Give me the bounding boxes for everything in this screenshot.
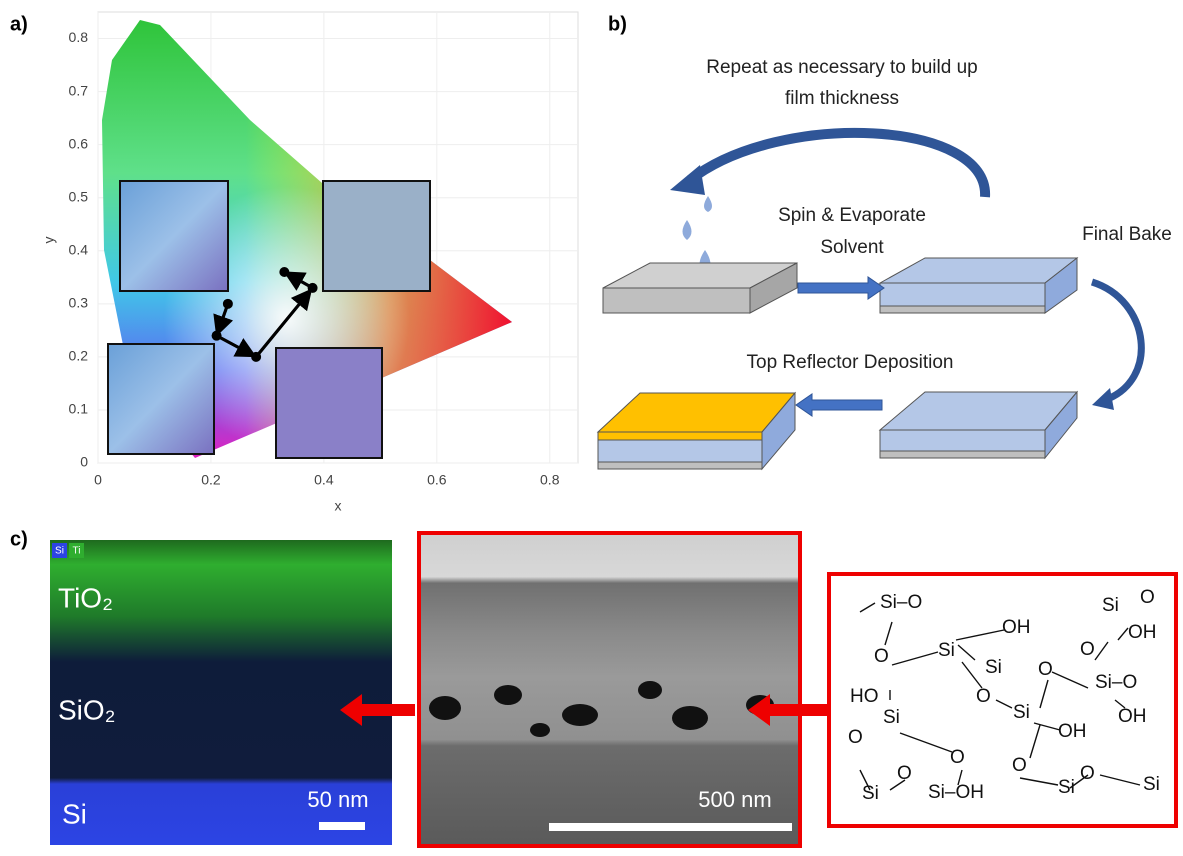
layer-label: Si bbox=[62, 798, 87, 829]
atom: Si bbox=[1102, 595, 1119, 616]
point bbox=[251, 352, 261, 362]
atom: HO bbox=[850, 686, 879, 707]
step-label: Spin & Evaporate bbox=[778, 205, 926, 226]
atom: Si bbox=[938, 640, 955, 661]
atom: O bbox=[848, 727, 863, 748]
step-arrows bbox=[796, 277, 884, 416]
point bbox=[223, 299, 233, 309]
y-tick-label: 0.5 bbox=[69, 188, 89, 204]
atom: OH bbox=[1058, 721, 1087, 742]
atom: Si–O bbox=[1095, 672, 1137, 693]
atom: Si bbox=[1058, 777, 1075, 798]
x-tick-label: 0.4 bbox=[314, 472, 334, 488]
y-tick-label: 0.7 bbox=[69, 82, 89, 98]
atom: O bbox=[950, 747, 965, 768]
atom: O bbox=[1080, 639, 1095, 660]
arrow-head bbox=[1092, 388, 1114, 410]
x-tick-label: 0.6 bbox=[427, 472, 447, 488]
step-label: Top Reflector Deposition bbox=[747, 352, 954, 373]
scale-label: 500 nm bbox=[698, 787, 771, 812]
y-tick-label: 0.1 bbox=[69, 401, 89, 417]
atom: O bbox=[874, 646, 889, 667]
point bbox=[212, 331, 222, 341]
atom: Si–O bbox=[880, 592, 922, 613]
panel-label: b) bbox=[608, 13, 627, 35]
point bbox=[308, 283, 318, 293]
y-axis-label: y bbox=[41, 237, 57, 244]
y-tick-label: 0.4 bbox=[69, 241, 89, 257]
x-axis-label: x bbox=[335, 498, 342, 514]
figure: a) 0 0.2 0.4 0.6 0.8 0 0.1 0.2 0.3 0.4 0.5 0.6 0.7 0.… bbox=[0, 0, 1183, 851]
y-tick-label: 0.8 bbox=[69, 29, 89, 45]
atom: O bbox=[1012, 755, 1027, 776]
atom: Si bbox=[862, 783, 879, 804]
legend-label: Si bbox=[55, 546, 64, 557]
note: Repeat as necessary to build up bbox=[706, 57, 977, 78]
x-tick-label: 0 bbox=[94, 472, 102, 488]
atom: O bbox=[1038, 659, 1053, 680]
x-tick-label: 0.8 bbox=[540, 472, 560, 488]
atom: Si bbox=[1143, 774, 1160, 795]
panel-label: c) bbox=[10, 528, 28, 550]
layer-label: TiO₂ bbox=[58, 582, 113, 613]
repeat-arrow bbox=[690, 133, 985, 197]
atom: O bbox=[976, 686, 991, 707]
scale-bar bbox=[549, 823, 792, 831]
y-tick-label: 0.2 bbox=[69, 348, 89, 364]
layer-label: SiO₂ bbox=[58, 694, 116, 725]
atom: O bbox=[1140, 587, 1155, 608]
y-tick-label: 0.3 bbox=[69, 295, 89, 311]
x-tick-label: 0.2 bbox=[201, 472, 221, 488]
y-tick-label: 0 bbox=[80, 454, 88, 470]
atom: Si–OH bbox=[928, 782, 984, 803]
scale-bar bbox=[319, 822, 365, 830]
y-tick-label: 0.6 bbox=[69, 135, 89, 151]
scale-label: 50 nm bbox=[307, 787, 368, 812]
atom: OH bbox=[1128, 622, 1157, 643]
atom: Si bbox=[985, 657, 1002, 678]
bake-arrow bbox=[1092, 282, 1141, 400]
step-label: Solvent bbox=[820, 237, 884, 258]
atom: Si bbox=[883, 707, 900, 728]
legend-label: Ti bbox=[73, 546, 81, 557]
atom: O bbox=[897, 763, 912, 784]
point bbox=[279, 267, 289, 277]
atom: Si bbox=[1013, 702, 1030, 723]
arrow-head bbox=[670, 165, 705, 195]
atom: O bbox=[1080, 763, 1095, 784]
atom: OH bbox=[1002, 617, 1031, 638]
note: film thickness bbox=[785, 88, 899, 109]
step-label: Final Bake bbox=[1082, 224, 1172, 245]
atom: OH bbox=[1118, 706, 1147, 727]
panel-label: a) bbox=[10, 13, 28, 35]
